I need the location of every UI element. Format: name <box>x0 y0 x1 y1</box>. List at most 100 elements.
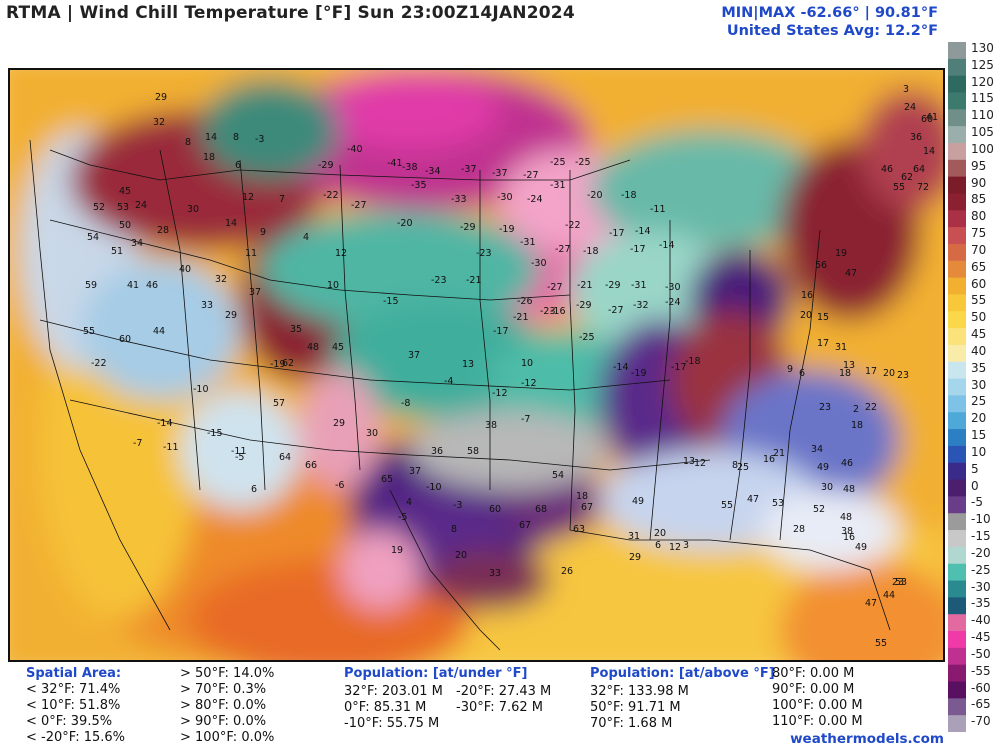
station-value: 68 <box>535 504 547 515</box>
color-scale-swatch <box>948 429 966 447</box>
color-scale-swatch <box>948 75 966 94</box>
station-value: -30 <box>531 258 547 269</box>
pop-line: 0°F: 85.31 M <box>344 700 427 715</box>
color-scale-swatch <box>948 715 966 733</box>
color-scale-tick: -40 <box>971 613 991 628</box>
color-scale-tick: -35 <box>971 596 991 611</box>
station-value: 23 <box>897 370 909 381</box>
color-scale-tick: -5 <box>971 495 983 510</box>
color-scale-tick: 125 <box>971 57 994 72</box>
us-average-readout: United States Avg: 12.2°F <box>726 23 938 39</box>
color-scale-swatch <box>948 328 966 346</box>
station-value: 31 <box>628 531 640 542</box>
color-scale-swatch <box>948 126 966 144</box>
spatial-line: < 32°F: 71.4% <box>26 682 121 697</box>
station-value: 55 <box>83 326 95 337</box>
color-scale-tick: 10 <box>971 444 987 459</box>
station-value: 2 <box>853 404 859 415</box>
color-scale-tick: 60 <box>971 276 987 291</box>
color-scale-tick: 0 <box>971 478 979 493</box>
color-scale-swatch <box>948 664 966 683</box>
station-value: -4 <box>444 376 453 387</box>
station-value: 3 <box>903 84 909 95</box>
station-value: 8 <box>732 460 738 471</box>
station-value: -14 <box>635 226 651 237</box>
color-scale-swatch <box>948 176 966 195</box>
station-value: 54 <box>552 470 564 481</box>
color-scale-swatch <box>948 361 966 380</box>
station-value: -29 <box>605 280 621 291</box>
pop-line: -10°F: 55.75 M <box>344 716 440 731</box>
station-value: 55 <box>893 182 905 193</box>
station-value: 10 <box>327 280 339 291</box>
stats-box: MIN|MAX -62.66° | 90.81°F United States … <box>721 4 938 40</box>
color-scale-swatch <box>948 681 966 699</box>
station-value: 63 <box>573 524 585 535</box>
station-value: -31 <box>520 237 536 248</box>
station-value: 40 <box>179 264 191 275</box>
station-value: 60 <box>921 114 933 125</box>
station-value: -31 <box>631 280 647 291</box>
station-value: 67 <box>581 502 593 513</box>
station-value: 53 <box>772 498 784 509</box>
color-scale-swatch <box>948 210 966 228</box>
station-value: -16 <box>550 306 566 317</box>
station-value: 55 <box>721 500 733 511</box>
wind-chill-map[interactable]: 29 32 8 14 8 18 6 -3 -40 -29 -41 -38 -34 -37 -37 -27 -25… <box>8 68 945 662</box>
population-under-col1: 32°F: 203.01 M 0°F: 85.31 M -10°F: 55.75… <box>344 684 443 732</box>
station-value: -3 <box>453 500 462 511</box>
station-value: 53 <box>895 577 907 588</box>
color-scale-bar <box>948 42 966 733</box>
station-value: 33 <box>489 568 501 579</box>
station-value: 14 <box>923 146 935 157</box>
station-value: 47 <box>747 494 759 505</box>
pop-line: -20°F: 27.43 M <box>456 684 552 699</box>
station-value: -20 <box>397 218 413 229</box>
population-above-col1: 32°F: 133.98 M 50°F: 91.71 M 70°F: 1.68 … <box>590 684 689 732</box>
color-scale-tick: 70 <box>971 242 987 257</box>
color-scale-tick: -10 <box>971 512 991 527</box>
station-value: -23 <box>540 306 556 317</box>
station-value: 32 <box>153 117 165 128</box>
color-scale-swatch <box>948 647 966 666</box>
station-value: -25 <box>550 157 566 168</box>
color-scale-tick: 55 <box>971 293 987 308</box>
color-scale-tick: 85 <box>971 192 987 207</box>
station-value: -11 <box>231 446 247 457</box>
color-scale-tick: -20 <box>971 545 991 560</box>
station-value: -31 <box>550 180 566 191</box>
station-value: 53 <box>117 202 129 213</box>
color-scale-tick: 35 <box>971 360 987 375</box>
pop-line: 50°F: 91.71 M <box>590 700 681 715</box>
station-value: 54 <box>87 232 99 243</box>
color-scale-tick: -60 <box>971 680 991 695</box>
station-value: -34 <box>425 166 441 177</box>
station-value: 20 <box>800 310 812 321</box>
color-scale-swatch <box>948 563 966 582</box>
station-value: 17 <box>865 366 877 377</box>
station-value: -19 <box>631 368 647 379</box>
station-value: 18 <box>203 152 215 163</box>
min-max-readout: MIN|MAX -62.66° | 90.81°F <box>721 5 938 21</box>
color-scale-swatch <box>948 277 966 296</box>
station-value: 20 <box>654 528 666 539</box>
station-value: 12 <box>694 458 706 469</box>
station-value: -7 <box>521 414 530 425</box>
station-value: 62 <box>282 358 294 369</box>
station-value: -14 <box>659 240 675 251</box>
station-value: 48 <box>840 512 852 523</box>
station-value: 34 <box>131 238 143 249</box>
station-value: -5 <box>398 512 407 523</box>
population-above-col2: 80°F: 0.00 M 90°F: 0.00 M 100°F: 0.00 M … <box>772 666 863 730</box>
station-value: 21 <box>773 448 785 459</box>
station-value: 18 <box>839 368 851 379</box>
color-scale-tick: -50 <box>971 646 991 661</box>
station-value: 14 <box>205 132 217 143</box>
color-scale-tick: 20 <box>971 411 987 426</box>
spatial-line: > 100°F: 0.0% <box>180 730 275 745</box>
station-value: 6 <box>235 160 241 171</box>
color-scale-swatch <box>948 227 966 245</box>
credit-link[interactable]: weathermodels.com <box>790 731 944 747</box>
